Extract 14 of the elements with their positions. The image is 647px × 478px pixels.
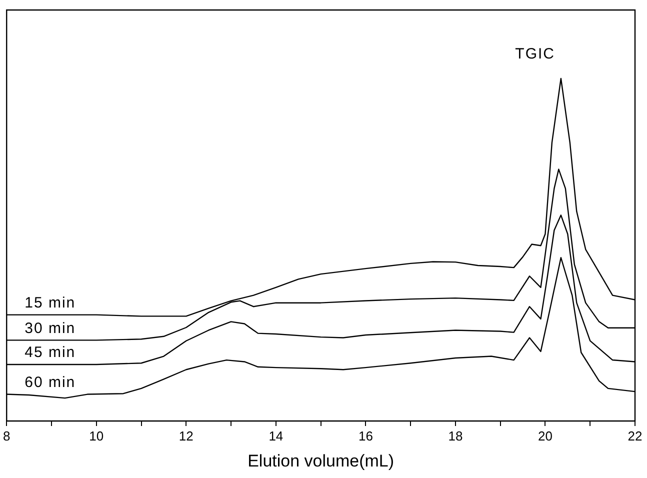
x-tick-label: 22 <box>628 428 642 444</box>
x-tick-label: 12 <box>178 428 194 444</box>
x-tick-label: 16 <box>358 428 373 444</box>
x-tick-label: 8 <box>3 428 10 444</box>
text: TGIC <box>515 46 555 63</box>
x-tick-label: 10 <box>89 428 104 444</box>
series-label: 45 min <box>24 344 76 362</box>
x-axis-title: Elution volume(mL) <box>248 451 394 470</box>
series-label: 15 min <box>24 294 76 312</box>
series-label: 30 min <box>24 320 76 337</box>
x-tick-label: 18 <box>448 428 463 444</box>
series-label: 60 min <box>24 374 76 391</box>
x-tick-label: 20 <box>538 428 552 444</box>
x-tick-label: 14 <box>268 428 284 444</box>
